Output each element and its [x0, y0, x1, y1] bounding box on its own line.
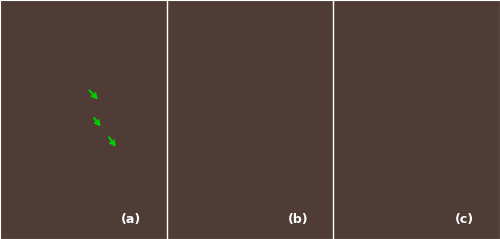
Text: (c): (c) — [455, 213, 474, 226]
Text: (b): (b) — [288, 213, 308, 226]
Text: (a): (a) — [122, 213, 142, 226]
